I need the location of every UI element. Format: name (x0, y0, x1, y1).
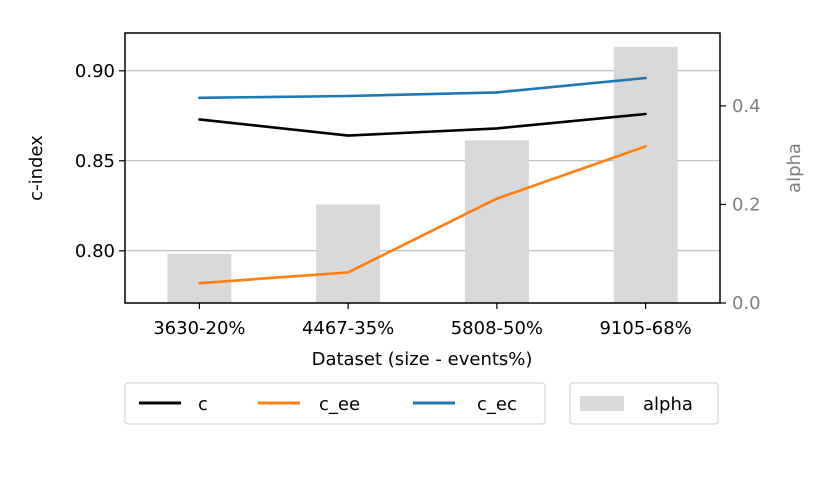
legend-lines-box (124, 382, 546, 425)
legend-label-alpha: alpha (643, 394, 693, 415)
x-axis-label: Dataset (size - events%) (312, 349, 533, 370)
alpha-bar (167, 253, 232, 303)
legend-lines: c c_ee c_ec (124, 382, 546, 425)
alpha-bars (167, 46, 678, 303)
y-right-tick-label: 0.0 (732, 293, 761, 314)
alpha-bar (613, 46, 678, 303)
y-tick-label: 0.85 (75, 151, 115, 172)
series-line-c_ee (198, 145, 647, 285)
legend-swatch-alpha (580, 396, 624, 411)
x-tick-label: 4467-35% (302, 318, 394, 339)
legend-label-c_ee: c_ee (319, 394, 360, 415)
y-axis-label: c-index (26, 135, 47, 201)
y-right-tick-label: 0.4 (732, 96, 761, 117)
plot-frame (124, 32, 721, 304)
series-lines (198, 76, 647, 285)
x-tick-label: 3630-20% (153, 318, 245, 339)
series-line-c (198, 112, 647, 137)
x-tick-label: 5808-50% (451, 318, 543, 339)
x-tick-label: 9105-68% (599, 318, 691, 339)
y-tick-label: 0.90 (75, 61, 115, 82)
y-tick-label: 0.80 (75, 241, 115, 262)
legend-label-c: c (198, 394, 208, 415)
legend-label-c_ec: c_ec (477, 394, 517, 415)
y-right-tick-label: 0.2 (732, 194, 761, 215)
series-line-c_ec (198, 76, 647, 100)
alpha-bar (464, 140, 529, 303)
legend-bars: alpha (569, 382, 719, 425)
legend-bars-box (569, 382, 719, 425)
alpha-bar (316, 204, 381, 303)
axis-ticks: 0.80 0.85 0.90 0.0 0.2 0.4 3630-20% 4467-35% 580… (75, 61, 761, 339)
y-axis-right-label: alpha (784, 143, 805, 193)
